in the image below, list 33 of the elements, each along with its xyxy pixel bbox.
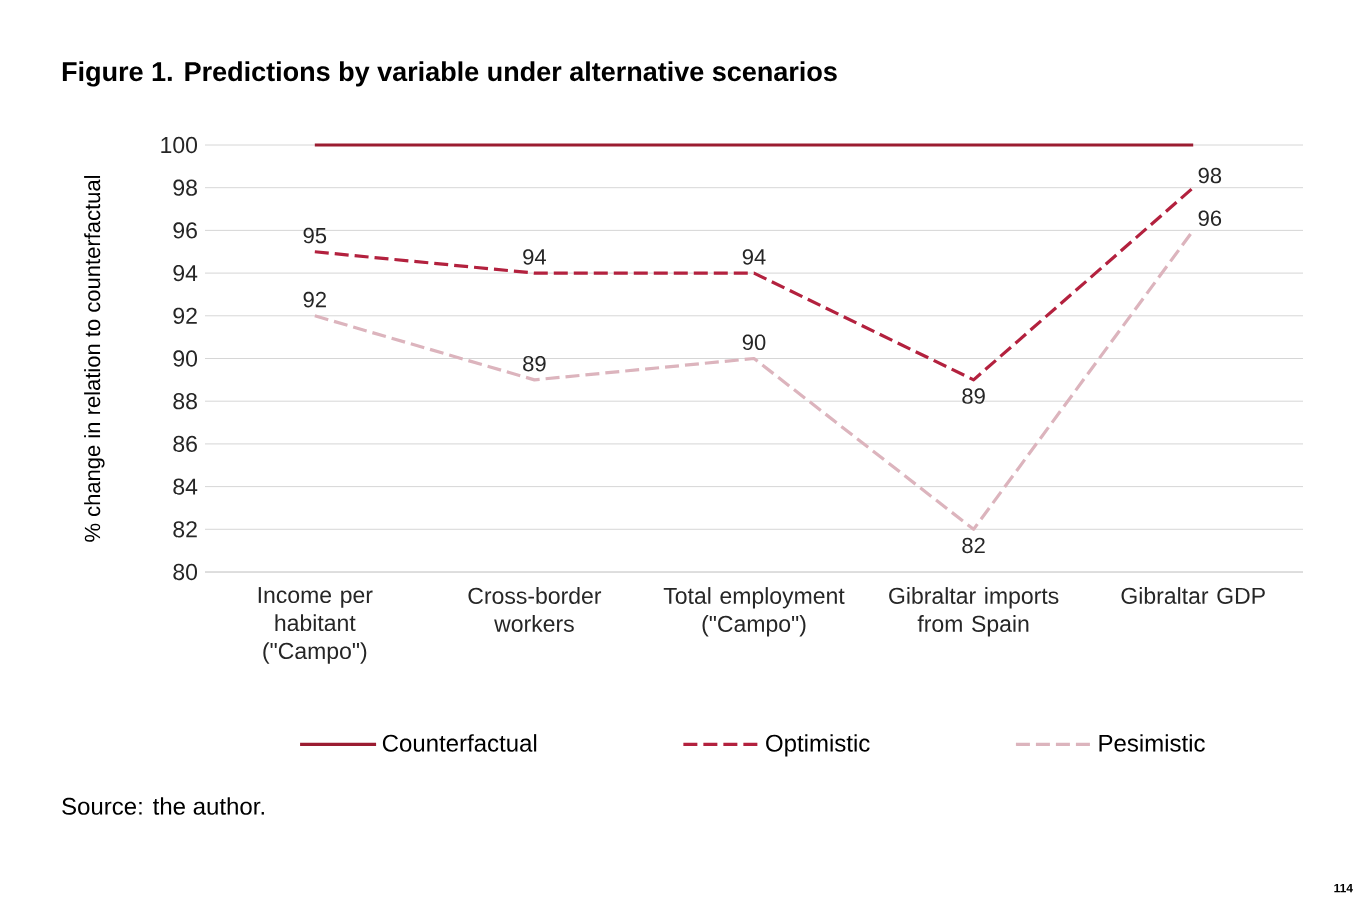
y-tick-label: 96 — [173, 222, 197, 239]
data-label: 95 — [303, 227, 327, 244]
legend-label: Counterfactual — [382, 734, 537, 752]
data-label: 89 — [523, 355, 546, 372]
data-label: 90 — [742, 334, 766, 351]
data-label: 94 — [523, 249, 546, 265]
data-label: 82 — [962, 537, 985, 554]
x-tick-label: Cross-border workers — [468, 587, 602, 632]
source-note: Source: the author. — [62, 797, 264, 815]
x-tick-label: Total employment ("Campo") — [663, 587, 845, 637]
y-tick-label: 88 — [173, 393, 197, 410]
y-tick-label: 98 — [173, 179, 197, 196]
x-tick-label: Income per habitant ("Campo") — [258, 587, 373, 664]
x-tick-label: Gibraltar GDP — [1121, 587, 1265, 604]
data-label: 92 — [303, 291, 326, 308]
data-label: 98 — [1198, 167, 1222, 184]
y-tick-label: 82 — [173, 521, 197, 538]
y-tick-label: 80 — [173, 563, 198, 581]
y-tick-label: 92 — [173, 307, 197, 324]
y-tick-label: 94 — [173, 264, 198, 282]
y-tick-label: 86 — [173, 435, 197, 453]
text: 114 — [1334, 883, 1353, 893]
y-tick-label: 90 — [173, 350, 198, 367]
x-tick-label: Gibraltar imports from Spain — [889, 587, 1059, 637]
y-tick-label: 100 — [161, 136, 198, 154]
data-label: 94 — [742, 249, 766, 265]
chart-title: Figure 1. Predictions by variable under alternative scenarios — [62, 61, 837, 87]
legend-label: Optimistic — [766, 734, 870, 757]
data-label: 96 — [1198, 210, 1222, 226]
y-tick-label: 84 — [173, 478, 198, 495]
y-axis-title: % change in relation to counterfactual — [84, 175, 105, 542]
legend-label: Pesimistic — [1099, 734, 1205, 752]
data-label: 89 — [962, 388, 985, 404]
